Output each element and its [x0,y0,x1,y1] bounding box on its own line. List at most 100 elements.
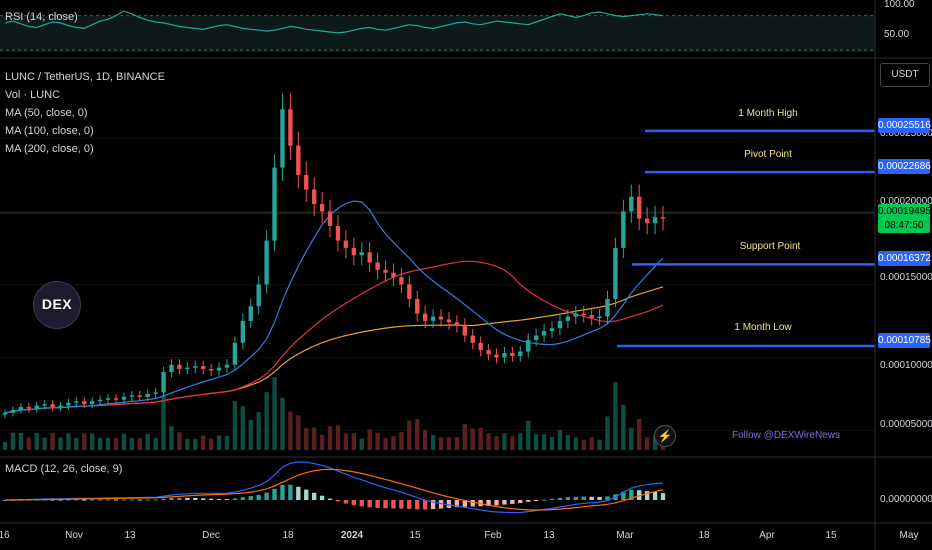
x-tick-label: 15 [825,530,837,541]
macd-histogram-bar [526,500,531,502]
macd-histogram-bar [652,492,658,500]
legend-ma200[interactable]: MA (200, close, 0) [5,143,94,155]
candle-body [161,372,166,393]
macd-histogram-bar [264,492,269,500]
x-tick-label: 2024 [340,530,364,541]
candle-body [605,299,610,317]
volume-bar [565,434,571,450]
currency-button[interactable]: USDT [880,63,930,87]
legend-ma50[interactable]: MA (50, close, 0) [5,107,88,119]
volume-bar [335,425,341,450]
volume-bar [66,433,71,450]
macd-histogram-bar [660,493,666,500]
candle-body [304,174,309,190]
macd-histogram-bar [422,500,428,510]
candle-body [201,366,206,370]
volume-bar [486,433,491,450]
x-tick-label: Apr [759,530,775,541]
macd-histogram-bar [589,496,594,500]
volume-bar [502,433,507,450]
volume-bar [82,433,87,450]
macd-histogram-bar [533,500,539,501]
volume-bar [383,438,388,450]
countdown-badge: 08:47:50 [878,218,930,233]
volume-bar [605,416,610,450]
volume-bar [312,427,317,450]
candle-body [121,396,127,400]
candle-body [335,226,341,241]
candle-body [216,367,222,371]
volume-bar [391,436,396,450]
x-tick-label: Feb [484,530,502,541]
volume-bar [454,437,460,450]
candle-body [319,204,325,212]
volume-bar [319,434,325,450]
volume-bar [343,433,349,450]
macd-histogram-bar [375,500,380,508]
macd-histogram-bar [502,500,507,505]
volume-bar [351,433,356,450]
legend-ma100[interactable]: MA (100, close, 0) [5,125,94,137]
x-tick-label: 18 [282,530,294,541]
candle-body [74,401,79,403]
level-price-support: 0.00016372 [878,251,931,266]
macd-histogram-bar [343,500,349,504]
candle-body [510,353,515,356]
volume-bar [304,428,309,450]
candle-body [193,366,198,368]
x-tick-label: Dec [202,530,220,541]
volume-bar [105,437,111,450]
candle-body [644,218,650,224]
volume-bar [621,404,626,450]
macd-histogram-bar [399,500,404,509]
volume-bar [367,429,372,450]
volume-bar [589,437,594,450]
candle-body [272,167,277,241]
legend-symbol[interactable]: LUNC / TetherUS, 1D, BINANCE [5,71,165,83]
candle-body [581,313,586,316]
macd-histogram-bar [621,491,626,500]
macd-histogram-bar [605,496,610,500]
volume-bar [145,434,150,450]
macd-histogram-bar [137,499,142,501]
macd-histogram-bar [454,500,460,508]
price-tick-15000: 0.00015000 [880,272,932,283]
macd-histogram-bar [637,490,642,500]
candle-body [391,272,396,278]
volume-bar [42,437,47,450]
candle-body [557,320,563,329]
price-tick-25000: 0.00025000 [880,128,932,139]
volume-bar [644,437,650,450]
candle-body [351,247,356,256]
rsi-band [0,15,875,52]
volume-bar [288,411,293,450]
candle-body [518,351,523,356]
legend-volume[interactable]: Vol · LUNC [5,89,61,101]
candle-body [446,319,452,323]
candle-body [533,335,539,340]
volume-bar [216,435,222,450]
volume-bar [232,401,238,450]
volume-bar [201,435,206,450]
volume-bar [629,427,634,450]
x-tick-label: 16 [0,530,10,541]
candle-body [240,320,246,343]
candle-body [494,354,499,358]
macd-histogram-bar [327,498,333,500]
candle-body [629,196,634,212]
macd-histogram-bar [383,500,388,509]
candle-body [470,335,475,343]
volume-bar [129,437,135,450]
candle-body [90,401,95,405]
bolt-icon[interactable]: ⚡ [654,425,676,447]
macd-histogram-bar [208,498,214,500]
macd-histogram-bar [201,498,206,500]
price-tick-20000: 0.00020000 [880,196,932,207]
rsi-tick-50: 50.00 [884,29,910,40]
candle-body [589,315,594,318]
volume-bar [430,434,436,450]
macd-histogram-bar [446,500,452,508]
macd-histogram-bar [185,497,190,500]
volume-bar [597,439,602,450]
candle-body [621,211,626,248]
